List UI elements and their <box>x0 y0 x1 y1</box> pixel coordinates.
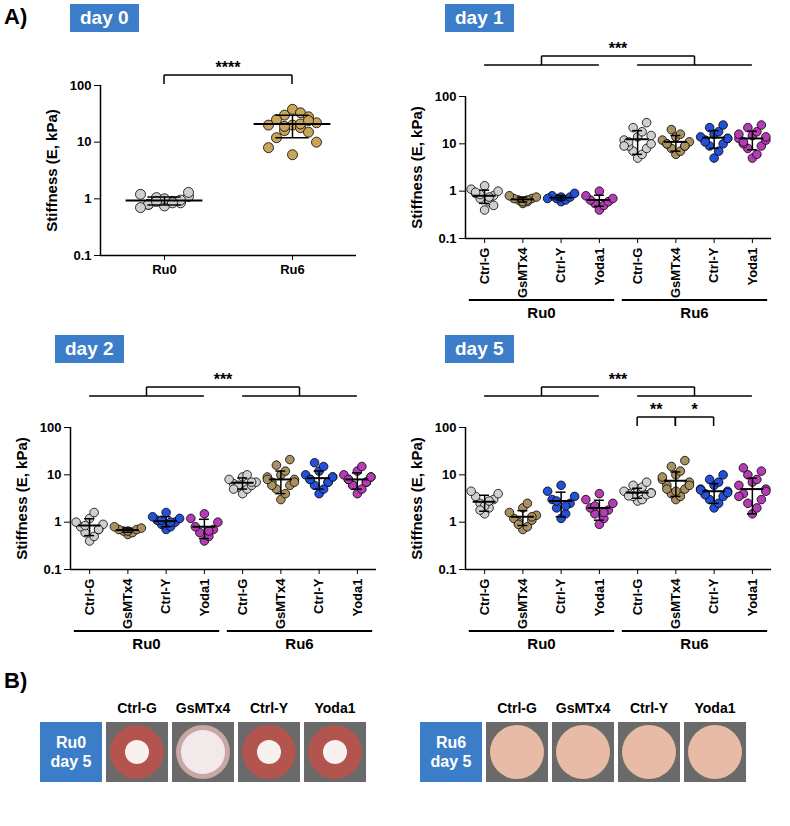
html-text:day 0: day 0 <box>80 7 129 28</box>
svg-text:Yoda1: Yoda1 <box>592 248 607 286</box>
svg-text:Ru6: Ru6 <box>680 304 708 321</box>
svg-text:Stiffness (E, kPa): Stiffness (E, kPa) <box>408 106 425 229</box>
svg-text:Ru0: Ru0 <box>527 304 555 321</box>
svg-text:Ctrl-Y: Ctrl-Y <box>706 247 721 283</box>
html-text:Ru0 day 5: Ru0 day 5 <box>50 734 92 770</box>
svg-text:**: ** <box>650 401 663 418</box>
html-text:Yoda1: Yoda1 <box>694 700 736 716</box>
svg-text:Stiffness (E, kPa): Stiffness (E, kPa) <box>13 437 30 560</box>
svg-text:100: 100 <box>435 89 457 104</box>
svg-text:***: *** <box>214 371 233 388</box>
svg-text:Ctrl-G: Ctrl-G <box>477 248 492 285</box>
svg-text:Ctrl-Y: Ctrl-Y <box>553 578 568 614</box>
svg-text:Yoda1: Yoda1 <box>350 579 365 617</box>
svg-text:0.1: 0.1 <box>438 231 456 246</box>
svg-text:Ru6: Ru6 <box>285 635 313 652</box>
html-text:GsMTx4: GsMTx4 <box>175 700 231 716</box>
svg-text:Yoda1: Yoda1 <box>745 579 760 617</box>
svg-text:GsMTx4: GsMTx4 <box>668 578 683 629</box>
svg-text:1: 1 <box>54 514 61 529</box>
svg-text:Ctrl-G: Ctrl-G <box>477 579 492 616</box>
svg-text:*: * <box>691 401 698 418</box>
html-text:Yoda1: Yoda1 <box>314 700 356 716</box>
svg-text:GsMTx4: GsMTx4 <box>273 578 288 629</box>
svg-text:***: *** <box>609 371 628 388</box>
svg-text:***: *** <box>609 40 628 57</box>
svg-text:GsMTx4: GsMTx4 <box>515 247 530 298</box>
svg-text:Yoda1: Yoda1 <box>197 579 212 617</box>
svg-text:Ru6: Ru6 <box>280 262 305 277</box>
svg-text:Ctrl-G: Ctrl-G <box>630 579 645 616</box>
svg-text:Ctrl-Y: Ctrl-Y <box>311 578 326 614</box>
svg-text:100: 100 <box>40 420 62 435</box>
svg-text:Ctrl-G: Ctrl-G <box>630 248 645 285</box>
svg-text:****: **** <box>216 59 242 76</box>
svg-text:1: 1 <box>84 191 91 206</box>
svg-text:Stiffness (E, kPa): Stiffness (E, kPa) <box>408 437 425 560</box>
svg-text:100: 100 <box>70 78 92 93</box>
svg-text:GsMTx4: GsMTx4 <box>515 578 530 629</box>
html-text:Ru6 day 5: Ru6 day 5 <box>430 734 472 770</box>
svg-text:Ru0: Ru0 <box>527 635 555 652</box>
html-text:Ctrl-G: Ctrl-G <box>117 700 157 716</box>
svg-text:Ru0: Ru0 <box>152 262 177 277</box>
html-text:day 2: day 2 <box>65 338 114 359</box>
svg-text:10: 10 <box>442 136 456 151</box>
svg-text:Ctrl-Y: Ctrl-Y <box>553 247 568 283</box>
svg-text:1: 1 <box>449 514 456 529</box>
svg-text:10: 10 <box>77 134 91 149</box>
html-text:A): A) <box>4 4 28 29</box>
svg-text:1: 1 <box>449 183 456 198</box>
html-text:day 1: day 1 <box>455 7 504 28</box>
svg-text:GsMTx4: GsMTx4 <box>668 247 683 298</box>
svg-text:Yoda1: Yoda1 <box>592 579 607 617</box>
svg-text:Ctrl-G: Ctrl-G <box>82 579 97 616</box>
svg-text:10: 10 <box>442 467 456 482</box>
svg-text:0.1: 0.1 <box>43 562 61 577</box>
svg-text:Ru6: Ru6 <box>680 635 708 652</box>
svg-text:Ctrl-Y: Ctrl-Y <box>706 578 721 614</box>
html-text:Ctrl-G: Ctrl-G <box>497 700 537 716</box>
svg-text:Stiffness (E, kPa): Stiffness (E, kPa) <box>43 109 60 232</box>
html-text:B): B) <box>4 668 28 693</box>
svg-text:Ctrl-Y: Ctrl-Y <box>158 578 173 614</box>
svg-text:0.1: 0.1 <box>438 562 456 577</box>
html-text:Ctrl-Y: Ctrl-Y <box>249 700 289 716</box>
svg-text:Ru0: Ru0 <box>132 635 160 652</box>
svg-text:Yoda1: Yoda1 <box>745 248 760 286</box>
html-text:day 5: day 5 <box>455 338 504 359</box>
svg-text:GsMTx4: GsMTx4 <box>120 578 135 629</box>
svg-text:100: 100 <box>435 420 457 435</box>
html-text:Ctrl-Y: Ctrl-Y <box>629 700 669 716</box>
svg-text:10: 10 <box>47 467 61 482</box>
html-text:GsMTx4: GsMTx4 <box>555 700 611 716</box>
svg-text:Ctrl-G: Ctrl-G <box>235 579 250 616</box>
svg-text:0.1: 0.1 <box>73 248 91 263</box>
